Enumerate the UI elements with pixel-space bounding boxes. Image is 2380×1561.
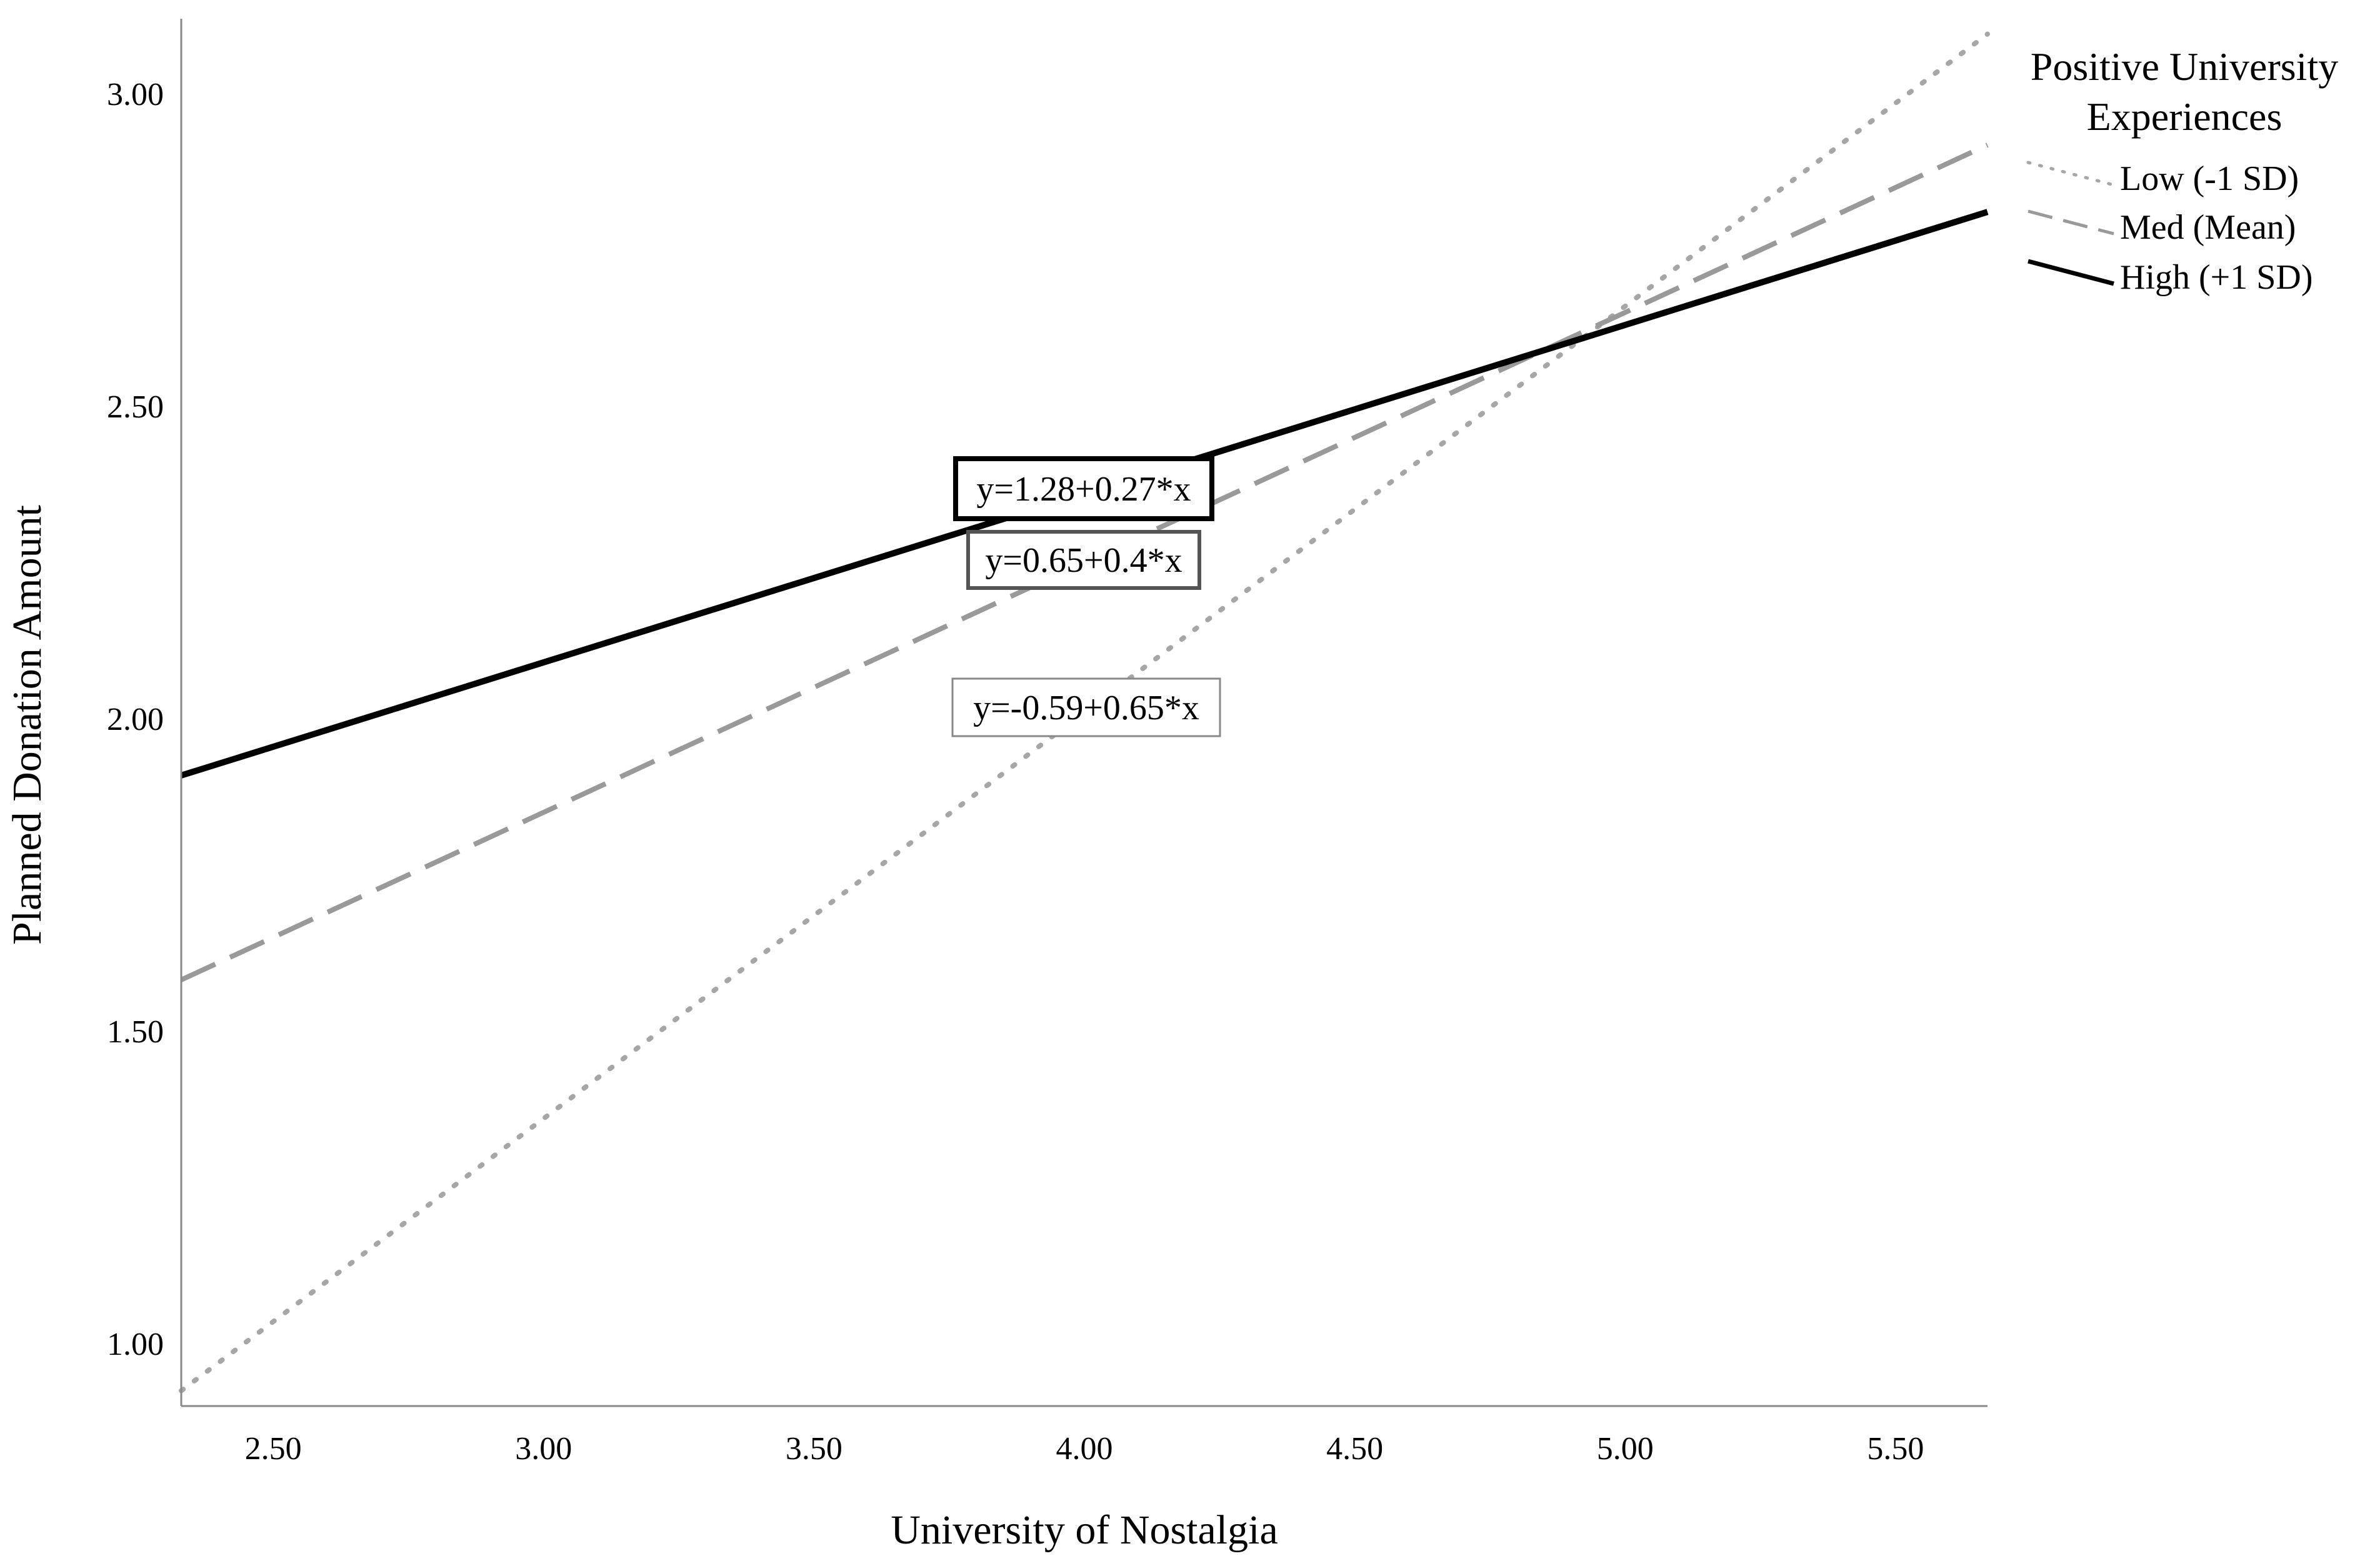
legend-label: Med (Mean)	[2120, 208, 2296, 247]
x-tick-label: 4.50	[1326, 1431, 1383, 1467]
equation-label-dotted: y=-0.59+0.65*x	[951, 677, 1221, 737]
equation-text: y=0.65+0.4*x	[985, 541, 1182, 580]
y-tick-label: 3.00	[107, 77, 164, 112]
legend-items: Low (-1 SD) Med (Mean) High (+1 SD)	[2026, 159, 2312, 297]
y-tick-label: 1.50	[107, 1014, 164, 1050]
equation-label-dashed: y=0.65+0.4*x	[966, 530, 1201, 590]
legend: Positive University Experiences Low (-1 …	[2026, 44, 2338, 297]
equation-text: y=1.28+0.27*x	[976, 470, 1191, 509]
legend-item: High (+1 SD)	[2028, 258, 2312, 297]
legend-swatch-dotted	[2026, 161, 2116, 187]
legend-swatch-dashed	[2028, 209, 2114, 236]
legend-item: Low (-1 SD)	[2026, 159, 2299, 198]
legend-swatch-solid	[2028, 259, 2114, 286]
x-tick-label: 4.00	[1056, 1431, 1113, 1467]
x-axis-title: University of Nostalgia	[891, 1507, 1278, 1553]
legend-title-line-2: Experiences	[2087, 94, 2282, 139]
x-tick-label: 3.00	[515, 1431, 572, 1467]
y-tick-label: 2.50	[107, 389, 164, 425]
legend-label: Low (-1 SD)	[2120, 159, 2299, 198]
legend-item: Med (Mean)	[2028, 208, 2296, 247]
equation-box	[953, 456, 1214, 521]
legend-label: High (+1 SD)	[2120, 258, 2312, 297]
x-tick-label: 5.00	[1597, 1431, 1654, 1467]
equation-labels: y=1.28+0.27*x y=0.65+0.4*x y=-0.59+0.65*x	[951, 456, 1221, 737]
y-tick-label: 1.00	[107, 1327, 164, 1362]
x-tick-label: 2.50	[245, 1431, 302, 1467]
y-tick-label: 2.00	[107, 702, 164, 737]
axes	[180, 19, 1988, 1407]
x-tick-label: 3.50	[786, 1431, 842, 1467]
equation-box	[951, 677, 1221, 737]
y-axis-title: Planned Donation Amount	[4, 505, 50, 945]
series-line-dotted	[179, 31, 1990, 1394]
equation-label-solid: y=1.28+0.27*x	[953, 456, 1214, 521]
y-tick-labels: 1.00 1.50 2.00 2.50 3.00	[107, 77, 164, 1362]
x-tick-labels: 2.50 3.00 3.50 4.00 4.50 5.00 5.50	[245, 1431, 1924, 1467]
legend-title-line-1: Positive University	[2031, 44, 2338, 89]
equation-text: y=-0.59+0.65*x	[973, 689, 1199, 727]
equation-box	[966, 530, 1201, 590]
x-tick-label: 5.50	[1867, 1431, 1924, 1467]
